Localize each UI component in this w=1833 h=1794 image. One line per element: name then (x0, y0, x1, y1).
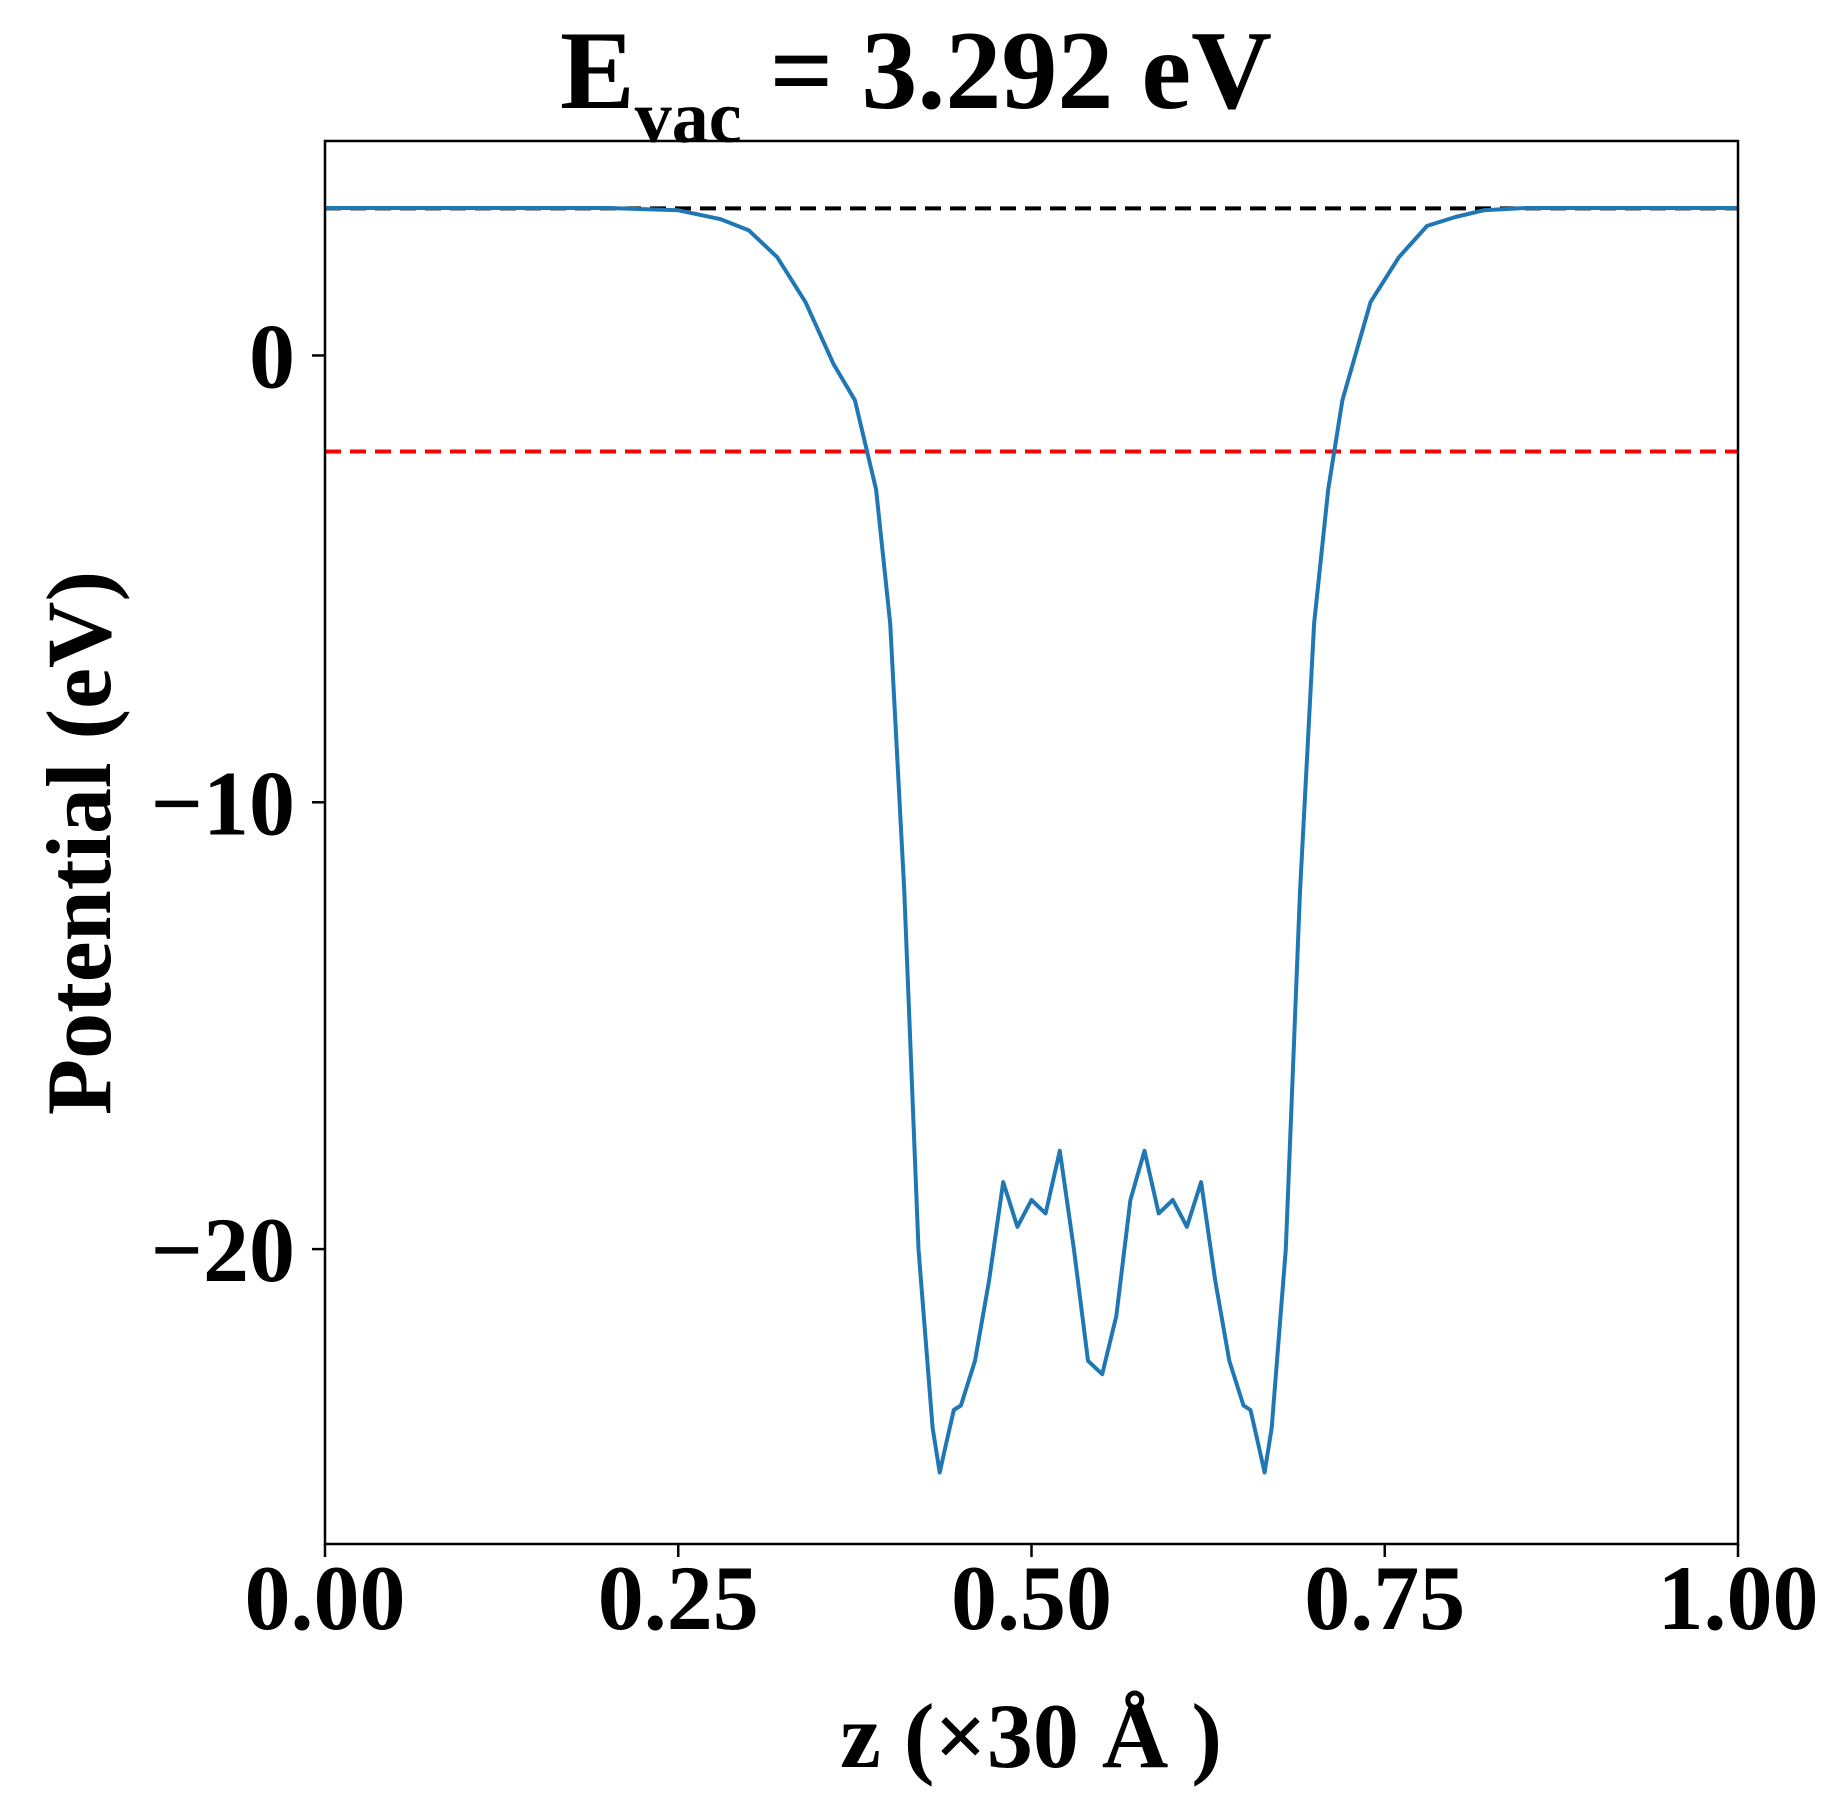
x-tick-label: 1.00 (1658, 1547, 1819, 1649)
potential-series-line (325, 206, 1738, 1475)
y-tick-label: −10 (151, 752, 295, 854)
y-axis-label: Potential (eV) (28, 571, 130, 1115)
chart-title: Evac = 3.292 eV (560, 9, 1272, 159)
chart-title-rest: = 3.292 eV (742, 9, 1272, 133)
x-tick-label: 0.75 (1304, 1547, 1465, 1649)
y-tick-label: −20 (151, 1199, 295, 1301)
x-axis-label: z (×30 Å ) (840, 1685, 1222, 1787)
chart-title-main: E (560, 9, 635, 133)
x-tick-label: 0.50 (951, 1547, 1112, 1649)
plot-frame (323, 139, 1740, 1546)
x-axis-ticks: 0.00 0.25 0.50 0.75 1.00 (245, 1544, 1819, 1649)
x-tick-label: 0.00 (245, 1547, 406, 1649)
reference-lines (325, 206, 1738, 454)
y-tick-label: 0 (249, 305, 295, 407)
chart-title-subscript: vac (635, 77, 742, 159)
x-tick-label: 0.25 (598, 1547, 759, 1649)
plot-area (323, 139, 1740, 1546)
y-axis-ticks: 0 −10 −20 (151, 305, 325, 1301)
